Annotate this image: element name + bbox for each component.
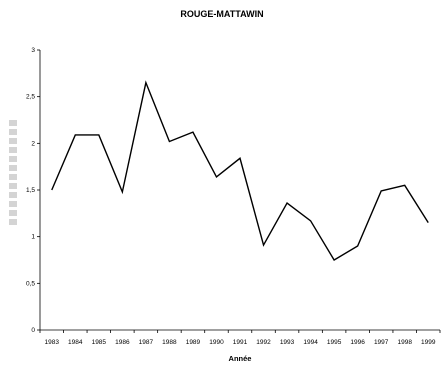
x-tick-label: 1983 [45, 339, 60, 346]
x-tick-label: 1996 [350, 339, 365, 346]
x-axis-label: Année [229, 354, 252, 363]
series-group [51, 80, 429, 261]
y-tick-label: 2 [31, 140, 35, 147]
y-tick-label: 0 [31, 327, 35, 334]
x-tick-label: 1989 [186, 339, 201, 346]
x-tick-label: 1995 [327, 339, 342, 346]
x-tick-label: 1993 [280, 339, 295, 346]
x-tick-label: 1988 [162, 339, 177, 346]
x-tick-label: 1984 [68, 339, 83, 346]
y-tick-label: 2,5 [26, 94, 35, 101]
chart-title: ROUGE-MATTAWIN [180, 9, 263, 19]
axes [39, 50, 440, 331]
y-tick-label: 1,5 [26, 187, 35, 194]
y-tick-labels: 0 0,5 1 1,5 2 2,5 3 [26, 47, 40, 334]
x-tick-label: 1991 [233, 339, 248, 346]
x-tick-label: 1990 [209, 339, 224, 346]
x-tick-label: 1987 [139, 339, 154, 346]
x-tick-label: 1997 [374, 339, 389, 346]
x-tick-label: 1986 [115, 339, 130, 346]
y-tick-label: 1 [31, 234, 35, 241]
x-tick-labels: 1983 1984 1985 1986 1987 1988 1989 1990 1991 1992… [39, 330, 441, 346]
series-line [51, 80, 429, 261]
y-tick-label: 3 [31, 47, 35, 54]
x-tick-label: 1998 [397, 339, 412, 346]
x-tick-label: 1992 [256, 339, 271, 346]
x-tick-label: 1999 [421, 339, 436, 346]
x-tick-label: 1985 [92, 339, 107, 346]
x-tick-label: 1994 [303, 339, 318, 346]
y-tick-label: 0,5 [26, 280, 35, 287]
redacted-y-axis-label [9, 118, 19, 258]
